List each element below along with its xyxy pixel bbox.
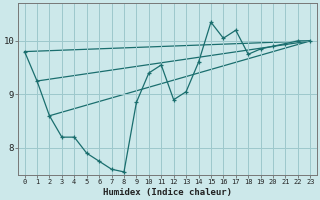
X-axis label: Humidex (Indice chaleur): Humidex (Indice chaleur): [103, 188, 232, 197]
